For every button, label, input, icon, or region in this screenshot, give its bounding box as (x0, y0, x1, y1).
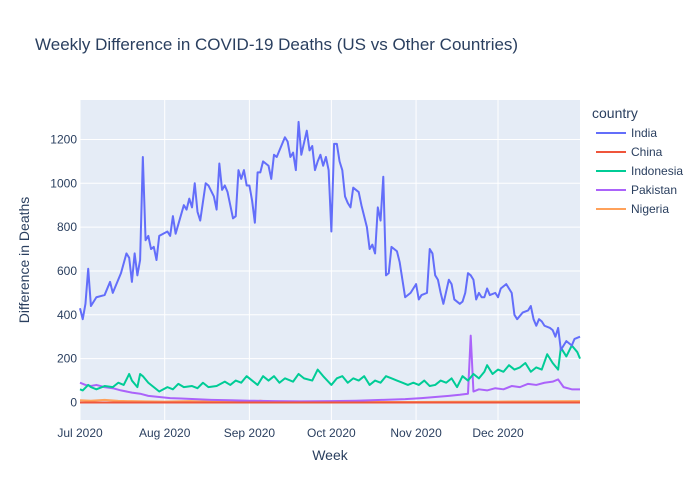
y-tick-label: 600 (57, 264, 77, 278)
x-tick-label: Nov 2020 (390, 426, 442, 440)
series-lines (79, 120, 581, 404)
series-line-pakistan (79, 334, 580, 403)
legend: country India China Indonesia Pakistan Niger… (592, 105, 683, 216)
plot-area (80, 100, 580, 420)
legend-title: country (592, 105, 638, 121)
x-axis-title: Week (312, 447, 349, 463)
axis-ticks: 0 200 400 600 800 1000 1200 Jul 2020 Aug 2020 Sep… (50, 132, 524, 440)
series-line-india (79, 120, 581, 351)
x-tick-label: Dec 2020 (472, 426, 524, 440)
legend-label-indonesia: Indonesia (631, 164, 683, 178)
chart-title: Weekly Difference in COVID-19 Deaths (US… (35, 35, 518, 54)
legend-label-nigeria: Nigeria (631, 202, 669, 216)
y-tick-label: 400 (57, 308, 77, 322)
y-tick-label: 800 (57, 220, 77, 234)
y-tick-label: 1200 (50, 132, 77, 146)
x-tick-label: Aug 2020 (139, 426, 191, 440)
y-axis-title: Difference in Deaths (16, 197, 32, 324)
legend-label-china: China (631, 145, 663, 159)
legend-label-india: India (631, 126, 657, 140)
x-tick-label: Jul 2020 (57, 426, 103, 440)
series-line-indonesia (79, 344, 581, 393)
y-tick-label: 0 (70, 395, 77, 409)
gridlines (79, 100, 580, 420)
x-tick-label: Sep 2020 (224, 426, 276, 440)
x-tick-label: Oct 2020 (307, 426, 356, 440)
legend-label-pakistan: Pakistan (631, 183, 677, 197)
y-tick-label: 1000 (50, 176, 77, 190)
y-tick-label: 200 (57, 352, 77, 366)
